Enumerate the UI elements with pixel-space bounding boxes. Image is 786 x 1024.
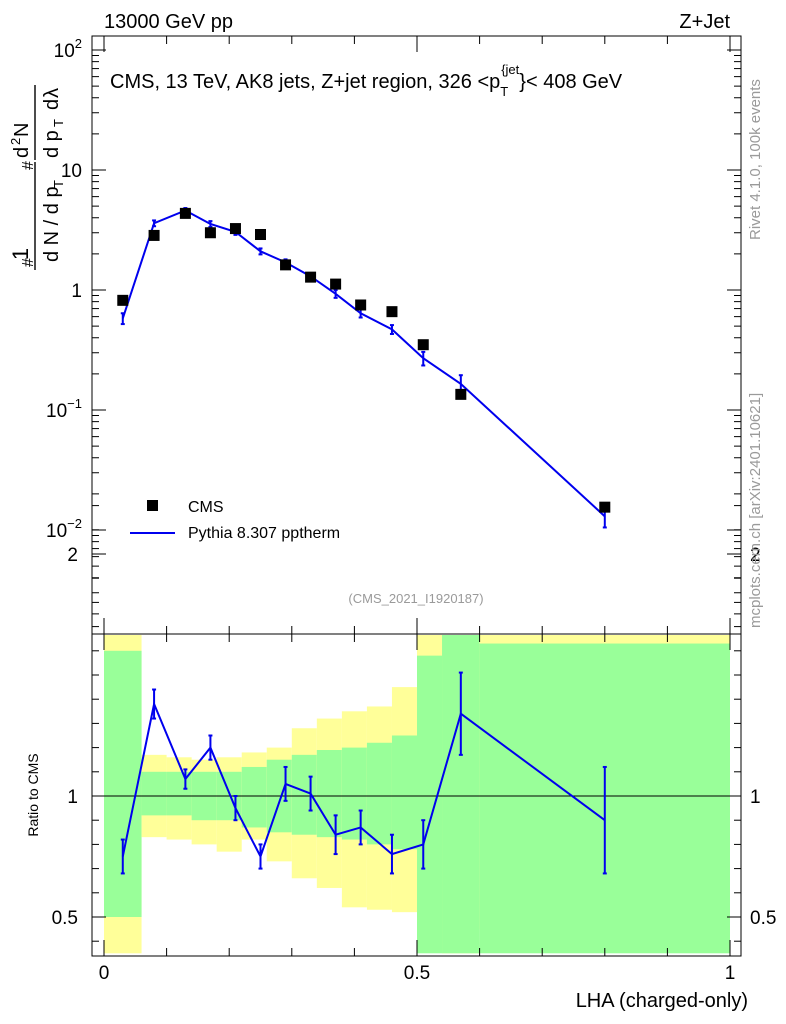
x-axis-label: LHA (charged-only) (576, 990, 748, 1012)
svg-text:1: 1 (8, 248, 33, 260)
legend-cms-label: CMS (188, 499, 224, 516)
main-plot-frame (91, 35, 742, 635)
ratio-uncertainty-bands (104, 635, 730, 954)
ratio-y-tick-label-right: 2 (750, 545, 761, 566)
legend-cms-marker (147, 500, 158, 511)
svg-text:λ: λ (41, 88, 63, 98)
cms-data-point (355, 299, 367, 311)
svg-text:N: N (11, 123, 33, 137)
y-tick-label: 1 (71, 281, 82, 302)
header-right: Z+Jet (679, 11, 730, 33)
analysis-id: (CMS_2021_I1920187) (348, 591, 483, 606)
cms-data-point (117, 294, 129, 306)
header-left: 13000 GeV pp (104, 11, 233, 33)
y-tick-label: 10 (61, 161, 82, 182)
ratio-y-tick-label-right: 0.5 (750, 908, 776, 929)
svg-text:d: d (41, 99, 63, 110)
main-series-layer (117, 207, 611, 529)
ratio-y-tick-label-right: 1 (750, 787, 761, 808)
cms-data-point (455, 388, 467, 400)
cms-data-point (204, 227, 216, 239)
svg-text:d: d (11, 147, 33, 158)
svg-text:T: T (51, 119, 66, 127)
cms-data-point (330, 278, 342, 290)
y-tick-label: 10−2 (46, 516, 82, 542)
cms-data-point (386, 306, 398, 318)
legend-pythia-label: Pythia 8.307 pptherm (188, 525, 340, 542)
ratio-series-layer (120, 671, 607, 875)
cms-data-point (280, 259, 292, 271)
stat-uncertainty-band (166, 771, 192, 816)
cms-data-point (179, 207, 191, 219)
y-tick-label: 10−1 (46, 396, 82, 422)
svg-text:#: # (20, 161, 37, 170)
svg-text:d N / d p: d N / d p (41, 186, 63, 262)
y-axis-label: # 1 d N / d p T # d 2 N d p T d λ (8, 85, 66, 270)
mcplots-credit-label: mcplots.cern.ch [arXiv:2401.10621] (747, 393, 764, 628)
x-tick-label: 1 (725, 963, 736, 984)
ratio-pythia-line (121, 700, 606, 860)
cms-data-point (305, 271, 317, 283)
chart-title: CMS, 13 TeV, AK8 jets, Z+jet region, 326… (110, 62, 623, 99)
x-tick-label: 0.5 (404, 963, 430, 984)
stat-uncertainty-band (141, 771, 167, 816)
ratio-y-tick-label: 0.5 (52, 908, 78, 929)
y-tick-label: 102 (54, 36, 82, 62)
stat-uncertainty-band (391, 735, 417, 850)
x-tick-label: 0 (99, 963, 110, 984)
svg-text:T: T (51, 180, 66, 188)
pythia-line (121, 209, 606, 518)
ratio-y-label: Ratio to CMS (25, 753, 41, 836)
svg-text:d p: d p (41, 130, 63, 158)
stat-uncertainty-band (104, 650, 142, 917)
axis-ticks (92, 36, 741, 956)
cms-data-point (148, 229, 160, 241)
cms-data-point (229, 223, 241, 235)
stat-uncertainty-band (341, 747, 367, 840)
cms-data-point (599, 501, 611, 513)
stat-uncertainty-band (291, 754, 317, 835)
rivet-version-label: Rivet 4.1.0, 100k events (747, 79, 764, 240)
svg-text:#: # (20, 258, 37, 267)
stat-uncertainty-band (241, 766, 267, 828)
ratio-y-tick-label: 1 (67, 787, 78, 808)
ratio-y-tick-label: 2 (67, 545, 78, 566)
cms-data-point (417, 339, 429, 351)
tick-labels: 102 10 1 10−1 10−2 2 2 1 1 0.5 0.5 0 0.5 1 (46, 36, 776, 984)
stat-uncertainty-band (417, 655, 443, 954)
stat-uncertainty-band (366, 742, 392, 845)
cms-data-point (255, 229, 266, 241)
svg-text:2: 2 (8, 138, 23, 145)
